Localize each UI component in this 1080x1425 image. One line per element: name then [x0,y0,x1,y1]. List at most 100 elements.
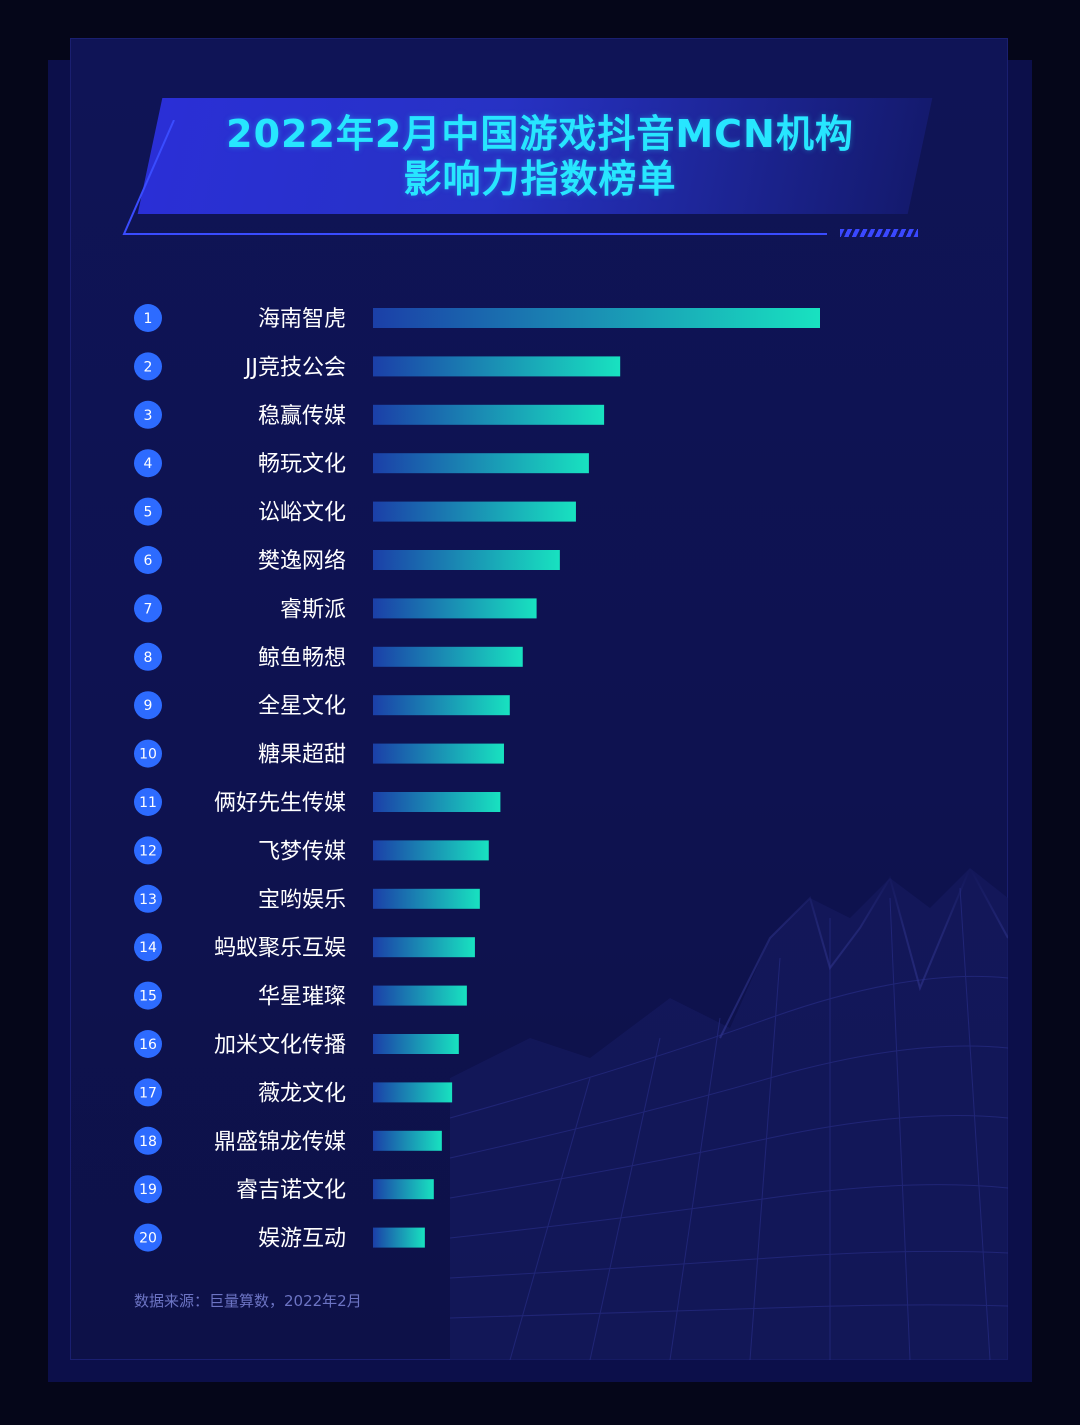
rank-number: 7 [144,601,153,617]
rank-badge [134,642,162,671]
bar-row: 5 讼峪文化 [134,497,576,526]
rank-number: 13 [139,892,157,908]
category-label: 华星璀璨 [258,985,346,1010]
rank-badge [134,788,162,816]
bar-row: 13 宝哟娱乐 [134,884,480,913]
category-label: 樊逸网络 [258,549,346,574]
rank-badge [134,933,162,962]
bar [373,1179,434,1200]
bar-row: 11 俩好先生传媒 [134,788,501,816]
rank-badge [134,304,162,332]
rank-badge [134,981,162,1010]
bar-row: 1 海南智虎 [134,304,820,332]
bar-row: 17 薇龙文化 [134,1078,453,1107]
category-label: 糖果超甜 [258,743,346,768]
bar-row: 15 华星璀璨 [134,981,467,1010]
bar-row: 6 樊逸网络 [134,546,560,574]
category-label: 讼峪文化 [258,501,346,526]
rank-number: 15 [139,989,157,1005]
bar [373,1034,459,1054]
category-label: 蚂蚁聚乐互娱 [214,936,346,961]
bar-row: 10 糖果超甜 [134,739,504,768]
rank-badge [134,400,162,429]
bar [373,646,523,667]
category-label: 全星文化 [258,694,346,719]
rank-badge [134,1078,162,1107]
rank-badge [134,1030,162,1058]
rank-badge [134,836,162,865]
bar [373,404,605,425]
rank-badge [134,739,162,768]
rank-number: 11 [139,795,157,811]
rank-number: 12 [139,843,157,859]
rank-number: 2 [144,359,153,375]
rank-badge [134,594,162,623]
category-label: 海南智虎 [258,307,346,332]
rank-badge [134,546,162,574]
bar [373,1082,453,1103]
bar-row: 9 全星文化 [134,691,510,720]
bar-row: 18 鼎盛锦龙传媒 [134,1126,442,1155]
bar [373,1130,442,1151]
category-label: 娱游互动 [258,1227,346,1252]
bar [373,888,480,909]
bar [373,1227,425,1248]
rank-number: 14 [139,940,157,956]
chart-title: 2022年2月中国游戏抖音MCN机构 影响力指数榜单 [170,112,910,202]
chart-panel: 2022年2月中国游戏抖音MCN机构 影响力指数榜单 1 海南智虎 2 JJ竞技公会 3… [70,38,1008,1360]
category-label: 稳赢传媒 [258,404,346,429]
category-label: JJ竞技公会 [243,355,346,380]
rank-badge [134,691,162,720]
rank-number: 4 [144,456,153,472]
rank-number: 16 [139,1037,157,1053]
rank-badge [134,497,162,526]
bar [373,695,510,716]
rank-badge [134,1126,162,1155]
category-label: 睿吉诺文化 [236,1178,346,1203]
bar-row: 20 娱游互动 [134,1223,425,1252]
rank-number: 20 [139,1231,157,1247]
category-label: 鲸鱼畅想 [258,646,346,671]
rank-badge [134,884,162,913]
rank-number: 5 [144,505,153,521]
bar [373,743,504,764]
bar-row: 14 蚂蚁聚乐互娱 [134,933,475,962]
title-line-1: 2022年2月中国游戏抖音MCN机构 [226,112,854,156]
bar-row: 4 畅玩文化 [134,449,589,478]
bar-row: 8 鲸鱼畅想 [134,642,523,671]
category-label: 俩好先生传媒 [214,791,346,816]
bar-row: 19 睿吉诺文化 [134,1175,434,1204]
rank-number: 1 [144,311,153,327]
rank-number: 19 [139,1182,157,1198]
title-block: 2022年2月中国游戏抖音MCN机构 影响力指数榜单 [70,38,1008,298]
bar [373,937,475,958]
category-label: 薇龙文化 [258,1081,346,1106]
rank-number: 8 [144,650,153,666]
bar [373,598,537,619]
rank-badge [134,1175,162,1204]
category-label: 睿斯派 [280,597,346,622]
rank-number: 6 [144,553,153,569]
bar-row: 3 稳赢传媒 [134,400,605,429]
bar [373,453,589,474]
rank-number: 3 [144,408,153,424]
bar [373,356,621,377]
title-line-2: 影响力指数榜单 [403,157,677,201]
bar [373,840,489,861]
bar-row: 2 JJ竞技公会 [134,352,621,381]
rank-badge [134,352,162,381]
category-label: 宝哟娱乐 [258,888,346,913]
bar [373,550,560,570]
rank-badge [134,449,162,478]
rank-number: 10 [139,747,157,763]
title-outline [122,120,827,235]
bar-row: 7 睿斯派 [134,594,537,623]
bar-row: 16 加米文化传播 [134,1030,459,1058]
category-label: 飞梦传媒 [258,839,346,864]
rank-badge [134,1223,162,1252]
bar [373,501,576,522]
category-label: 畅玩文化 [258,452,346,477]
bar [373,985,467,1006]
data-source-note: 数据来源：巨量算数，2022年2月 [134,1292,362,1310]
